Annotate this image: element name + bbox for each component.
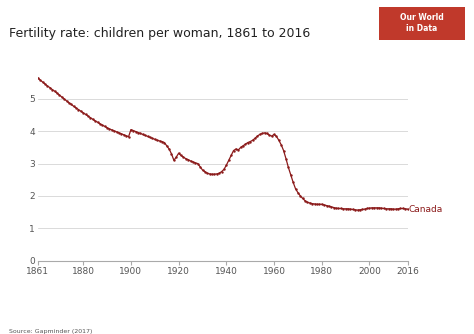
Text: Canada: Canada (409, 205, 443, 214)
Text: Source: Gapminder (2017): Source: Gapminder (2017) (9, 329, 93, 334)
Text: Our World
in Data: Our World in Data (400, 13, 444, 33)
Text: Fertility rate: children per woman, 1861 to 2016: Fertility rate: children per woman, 1861… (9, 27, 311, 40)
